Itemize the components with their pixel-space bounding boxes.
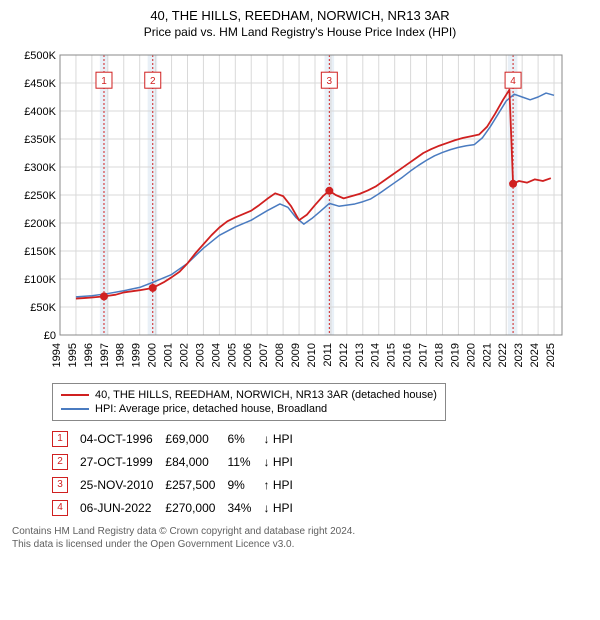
chart-container: 40, THE HILLS, REEDHAM, NORWICH, NR13 3A… [0,0,600,561]
sale-dir: ↓ HPI [263,496,304,519]
svg-text:3: 3 [327,76,333,87]
sale-pct: 9% [227,473,263,496]
svg-text:2: 2 [150,76,156,87]
svg-text:1998: 1998 [115,343,127,367]
sale-dir: ↓ HPI [263,450,304,473]
chart-svg: £0 £50K £100K £150K £200K £250K £300K £350K £400… [12,45,572,375]
legend-label-2: HPI: Average price, detached house, Broa… [95,403,327,415]
sale-date: 25-NOV-2010 [80,473,165,496]
svg-text:2005: 2005 [226,343,238,367]
svg-text:2020: 2020 [465,343,477,367]
footer-line-1: Contains HM Land Registry data © Crown c… [12,525,588,538]
sale-date: 06-JUN-2022 [80,496,165,519]
svg-text:1996: 1996 [83,343,95,367]
svg-text:2000: 2000 [147,343,159,367]
legend-swatch-2 [61,408,89,410]
footer-note: Contains HM Land Registry data © Crown c… [12,525,588,551]
sale-date: 04-OCT-1996 [80,427,165,450]
svg-text:£50K: £50K [30,302,56,314]
sale-price: £257,500 [165,473,227,496]
sale-date: 27-OCT-1999 [80,450,165,473]
sale-pct: 11% [227,450,263,473]
svg-text:£200K: £200K [24,218,56,230]
title-block: 40, THE HILLS, REEDHAM, NORWICH, NR13 3A… [12,8,588,39]
svg-text:1999: 1999 [131,343,143,367]
svg-text:£250K: £250K [24,190,56,202]
table-row: 1 04-OCT-1996£69,0006%↓ HPI [52,427,305,450]
sale-price: £69,000 [165,427,227,450]
svg-text:2008: 2008 [274,343,286,367]
svg-text:2024: 2024 [529,343,541,367]
svg-text:1995: 1995 [67,343,79,367]
svg-text:2022: 2022 [497,343,509,367]
svg-text:2004: 2004 [210,343,222,367]
sale-price: £270,000 [165,496,227,519]
svg-text:2006: 2006 [242,343,254,367]
sale-dir: ↑ HPI [263,473,304,496]
sale-pct: 6% [227,427,263,450]
table-row: 2 27-OCT-1999£84,00011%↓ HPI [52,450,305,473]
sales-table: 104-OCT-1996£69,0006%↓ HPI227-OCT-1999£8… [52,427,305,519]
chart: £0 £50K £100K £150K £200K £250K £300K £350K £400… [12,45,588,375]
svg-text:2014: 2014 [370,343,382,367]
legend-row-2: HPI: Average price, detached house, Broa… [61,402,437,416]
table-row: 4 06-JUN-2022£270,00034%↓ HPI [52,496,305,519]
svg-text:4: 4 [510,76,516,87]
svg-text:2015: 2015 [386,343,398,367]
svg-text:2019: 2019 [449,343,461,367]
svg-text:2021: 2021 [481,343,493,367]
svg-text:£100K: £100K [24,274,56,286]
svg-text:1: 1 [101,76,107,87]
svg-text:2009: 2009 [290,343,302,367]
sale-marker: 2 [52,454,68,470]
table-row: 3 25-NOV-2010£257,5009%↑ HPI [52,473,305,496]
svg-text:2016: 2016 [402,343,414,367]
svg-text:2011: 2011 [322,343,334,367]
svg-text:2010: 2010 [306,343,318,367]
svg-text:£350K: £350K [24,134,56,146]
sale-marker: 3 [52,477,68,493]
svg-text:£150K: £150K [24,246,56,258]
title-sub: Price paid vs. HM Land Registry's House … [12,25,588,39]
svg-text:2001: 2001 [163,343,175,367]
svg-text:2007: 2007 [258,343,270,367]
svg-text:2012: 2012 [338,343,350,367]
legend-row-1: 40, THE HILLS, REEDHAM, NORWICH, NR13 3A… [61,388,437,402]
svg-text:2025: 2025 [545,343,557,367]
title-main: 40, THE HILLS, REEDHAM, NORWICH, NR13 3A… [12,8,588,23]
svg-text:£300K: £300K [24,162,56,174]
svg-text:£500K: £500K [24,50,56,62]
svg-text:2018: 2018 [433,343,445,367]
svg-text:£400K: £400K [24,106,56,118]
svg-text:2002: 2002 [178,343,190,367]
svg-text:2023: 2023 [513,343,525,367]
sale-price: £84,000 [165,450,227,473]
svg-text:1994: 1994 [51,343,63,367]
sale-marker: 1 [52,431,68,447]
sale-pct: 34% [227,496,263,519]
legend-label-1: 40, THE HILLS, REEDHAM, NORWICH, NR13 3A… [95,389,437,401]
svg-text:£450K: £450K [24,78,56,90]
sale-marker: 4 [52,500,68,516]
svg-text:2017: 2017 [418,343,430,367]
svg-text:£0: £0 [44,330,56,342]
svg-text:2003: 2003 [194,343,206,367]
legend: 40, THE HILLS, REEDHAM, NORWICH, NR13 3A… [52,383,446,421]
footer-line-2: This data is licensed under the Open Gov… [12,538,588,551]
sale-dir: ↓ HPI [263,427,304,450]
legend-swatch-1 [61,394,89,396]
svg-text:1997: 1997 [99,343,111,367]
svg-text:2013: 2013 [354,343,366,367]
